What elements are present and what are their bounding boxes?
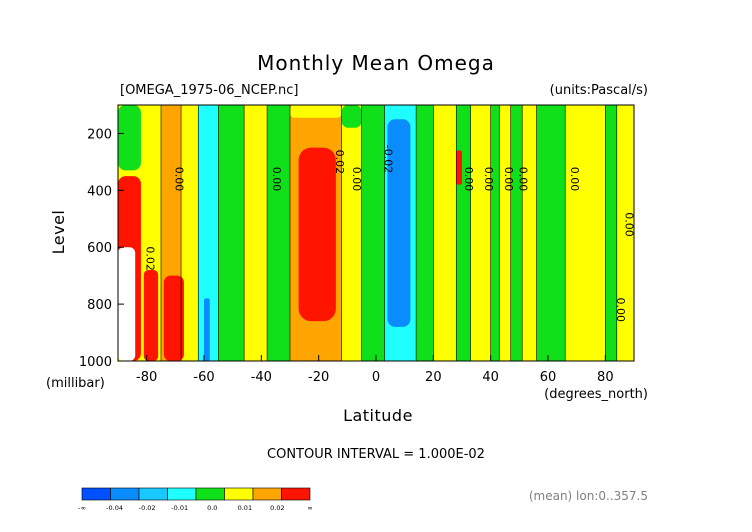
plot-area: 0.000.020.000.020.00-0.020.00 0.00 0.00 0.0… (117, 104, 635, 362)
x-tick-label: -80 (136, 370, 157, 385)
field-cell (298, 147, 336, 322)
colorbar-label: 0.02 (270, 504, 284, 512)
contour-label: 0.02 (333, 150, 346, 175)
field-band (198, 105, 219, 361)
footer-mean-note: (mean) lon:0..357.5 (529, 489, 648, 503)
field-band (341, 105, 362, 361)
contour-label: 0.00 (482, 167, 495, 192)
contour-label: 0.00 (172, 167, 185, 192)
colorbar-label: -∞ (78, 504, 86, 512)
field-cell (163, 275, 184, 361)
field-band (244, 105, 268, 361)
y-tick-label: 600 (87, 241, 112, 256)
x-axis-units: (degrees_north) (544, 387, 648, 402)
field-band (522, 105, 537, 361)
x-tick-label: 20 (425, 370, 442, 385)
y-tick-label: 800 (87, 298, 112, 313)
colorbar-bin (224, 487, 254, 501)
field-band (416, 105, 434, 361)
colorbar-label: -0.04 (106, 504, 123, 512)
field-band (565, 105, 606, 361)
field-band (433, 105, 457, 361)
field-cell (387, 119, 411, 327)
colorbar-label: -0.01 (171, 504, 188, 512)
contour-label: 0.00 (502, 167, 515, 192)
x-tick-label: -20 (308, 370, 329, 385)
x-tick-label: 80 (597, 370, 614, 385)
colorbar-bin (195, 487, 225, 501)
colorbar-bin (110, 487, 140, 501)
x-tick-label: 40 (482, 370, 499, 385)
field-cell (290, 105, 342, 118)
y-tick-label: 1000 (79, 355, 112, 370)
field-cell (118, 247, 136, 361)
colorbar-bin (252, 487, 282, 501)
x-tick-label: -60 (193, 370, 214, 385)
y-axis-units: (millibar) (46, 376, 105, 391)
x-axis-label: Latitude (343, 406, 413, 425)
file-label: [OMEGA_1975-06_NCEP.nc] (120, 83, 298, 98)
field-band (490, 105, 500, 361)
colorbar-bin (167, 487, 197, 501)
y-tick-label: 400 (87, 184, 112, 199)
contour-label: 0.02 (144, 246, 157, 271)
x-tick-label: -40 (251, 370, 272, 385)
y-axis: 200 400 600 800 1000 (79, 127, 124, 370)
contour-label: 0.00 (568, 167, 581, 192)
x-tick-label: 0 (372, 370, 380, 385)
field-cell (118, 105, 141, 171)
contour-label: 0.00 (350, 167, 363, 192)
field-cell (204, 298, 210, 361)
field-band (181, 105, 199, 361)
contour-label: 0.00 (516, 167, 529, 192)
field-band (499, 105, 511, 361)
field-band (616, 105, 634, 361)
contour-label: -0.02 (382, 145, 395, 173)
colorbar-label: ∞ (307, 504, 312, 512)
colorbar-legend: -∞ -0.04 -0.02 -0.01 0.0 0.01 0.02 ∞ (78, 487, 313, 512)
contour-label: 0.00 (622, 212, 635, 237)
colorbar-bin (281, 487, 311, 501)
colorbar-label: 0.0 (207, 504, 217, 512)
colorbar-bin (138, 487, 168, 501)
contour-label: 0.00 (614, 298, 627, 323)
field-band (456, 105, 471, 361)
field-cell (341, 105, 362, 128)
field-band (510, 105, 523, 361)
field-cell (143, 269, 159, 361)
field-band (536, 105, 566, 361)
contour-label: 0.00 (270, 167, 283, 192)
field-band (470, 105, 491, 361)
field-band (218, 105, 245, 361)
contour-interval-text: CONTOUR INTERVAL = 1.000E-02 (267, 447, 485, 462)
y-axis-label: Level (49, 210, 68, 255)
colorbar-label: -0.02 (139, 504, 156, 512)
colorbar-label: 0.01 (238, 504, 252, 512)
x-axis: -80 -60 -40 -20 0 20 40 60 80 (136, 355, 614, 385)
field-cell (456, 150, 462, 185)
colorbar-bin (81, 487, 111, 501)
x-tick-label: 60 (540, 370, 557, 385)
contour-label: 0.00 (462, 167, 475, 192)
y-tick-label: 200 (87, 127, 112, 142)
units-label: (units:Pascal/s) (550, 83, 648, 98)
field-band (267, 105, 290, 361)
chart-title: Monthly Mean Omega (257, 51, 495, 75)
field-band (605, 105, 617, 361)
field-band (361, 105, 385, 361)
